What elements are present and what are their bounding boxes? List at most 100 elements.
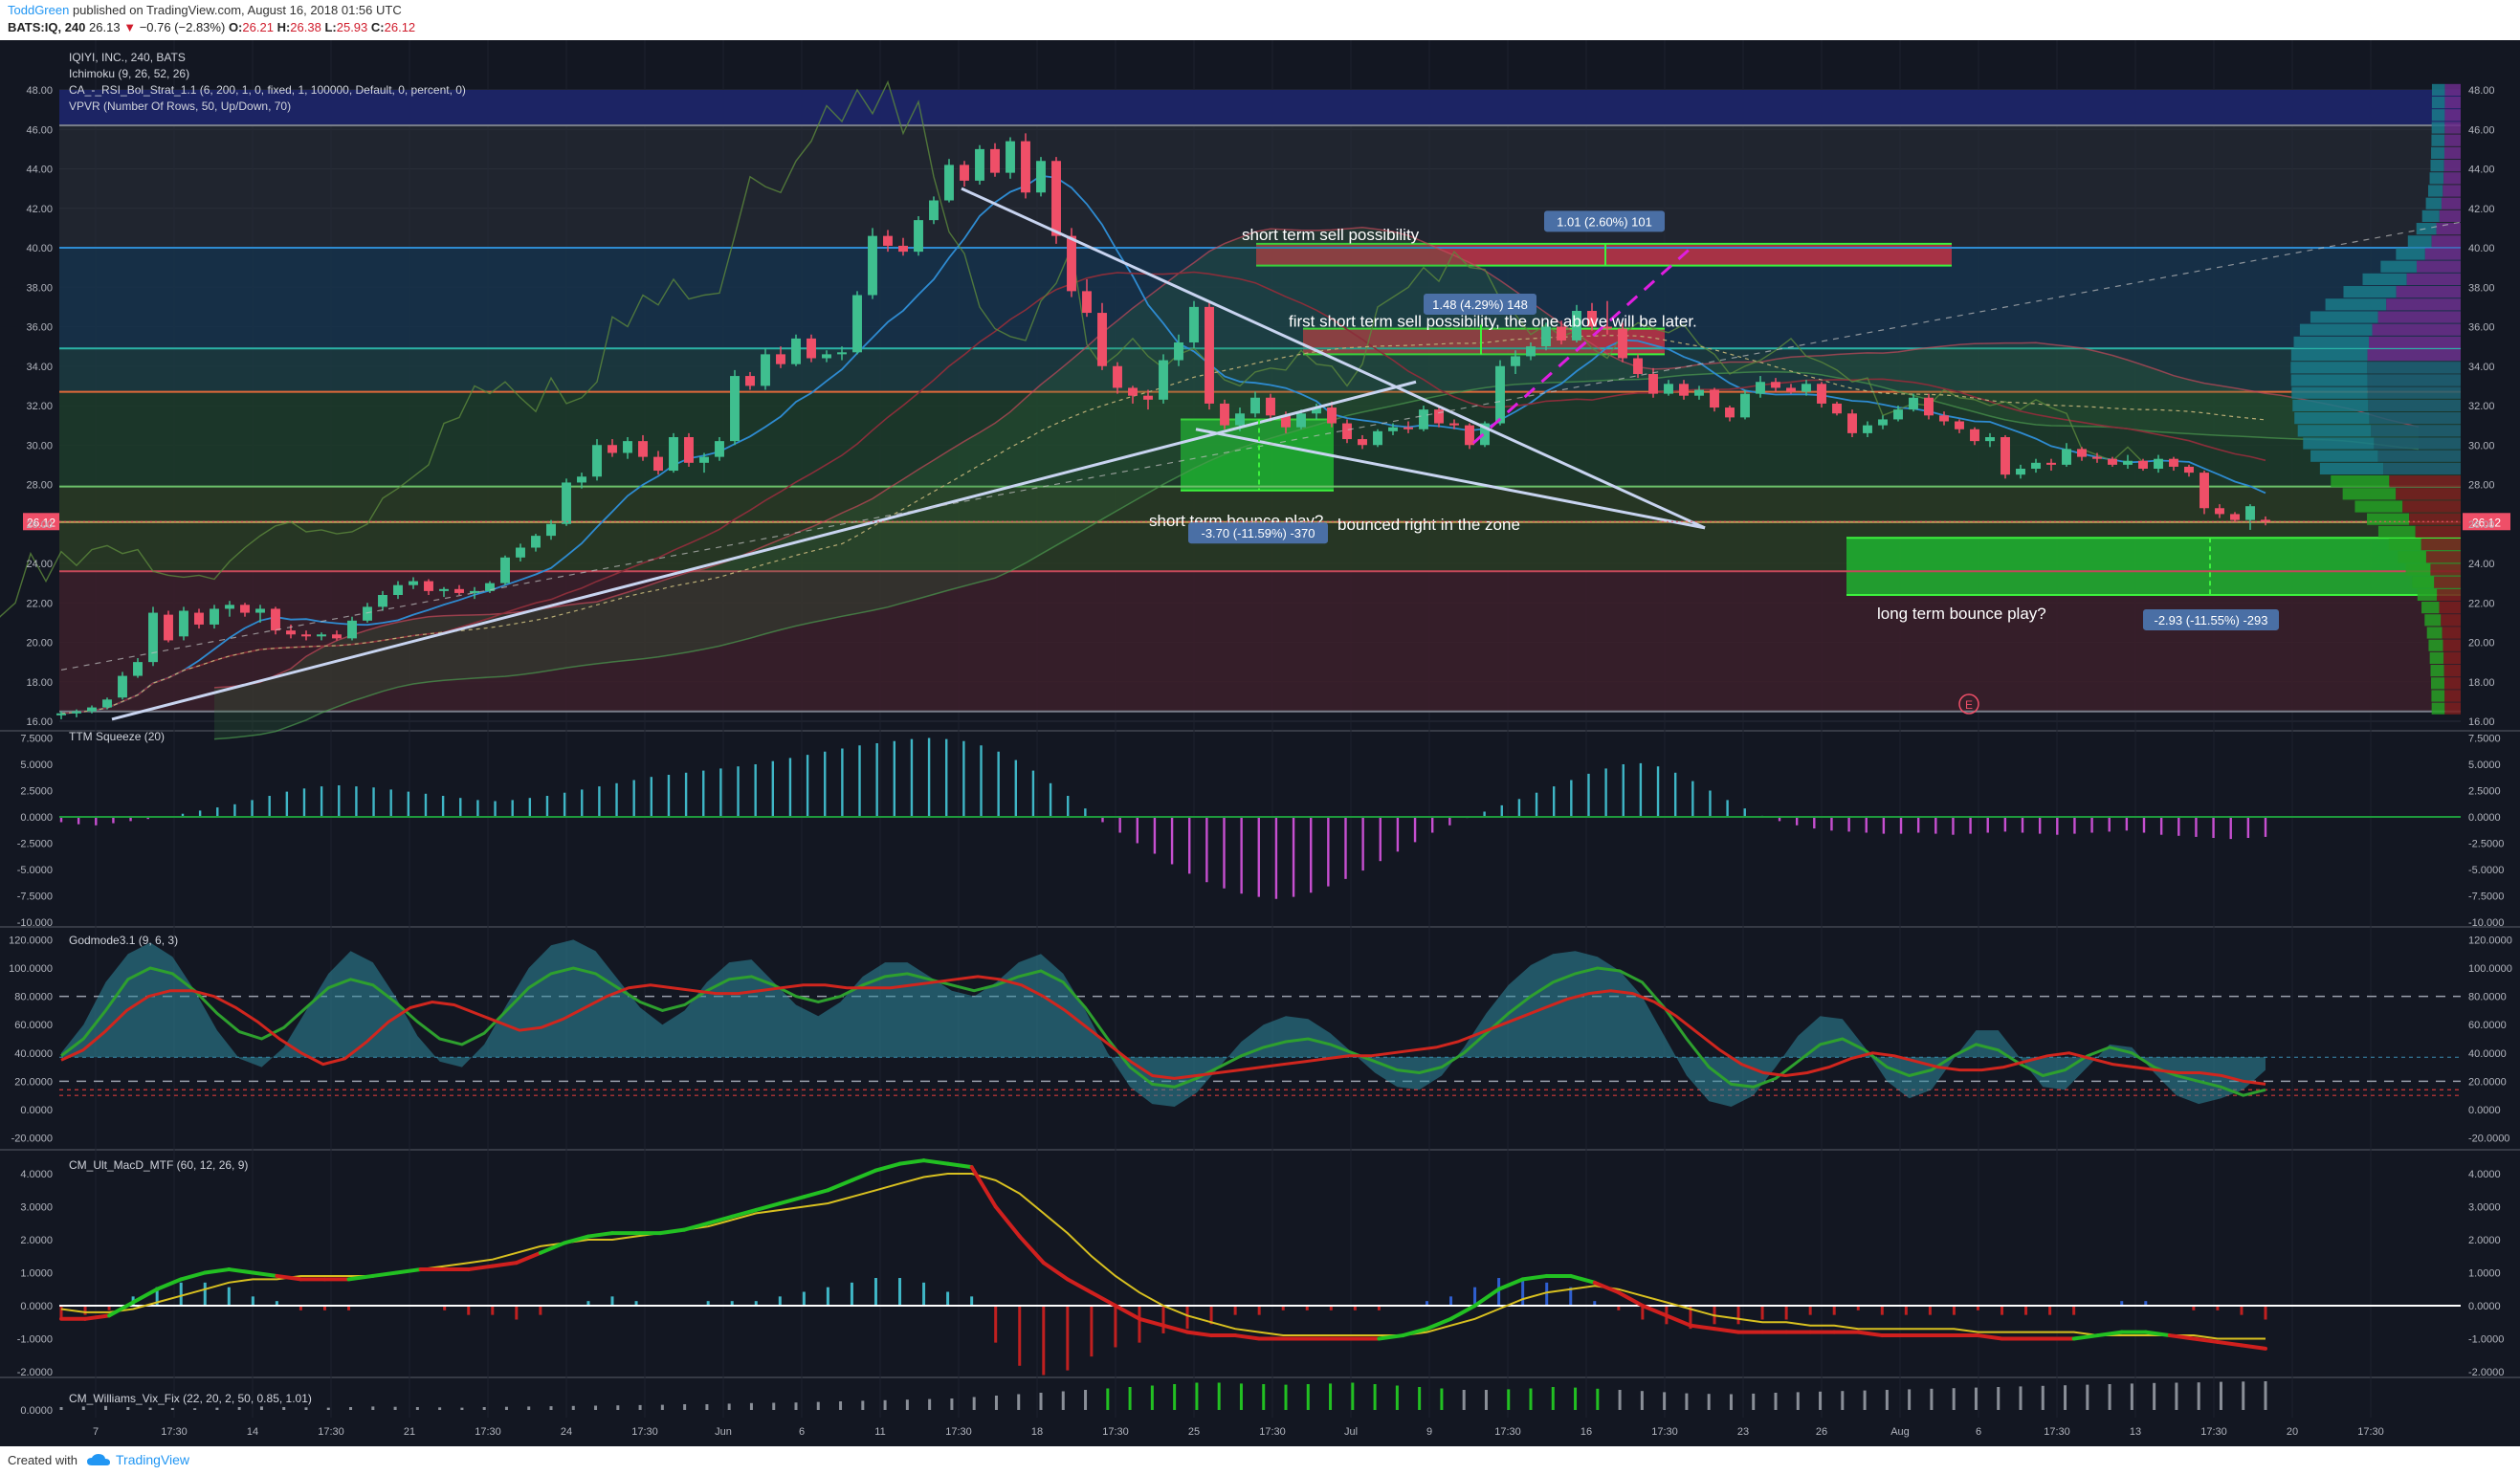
candle-body [2108, 458, 2117, 465]
candle-body [2046, 462, 2056, 465]
chart-area[interactable]: short term sell possibility first short t… [0, 40, 2520, 1446]
candle-body [868, 235, 877, 296]
time-label: 17:30 [1494, 1426, 1521, 1438]
candle-body [944, 165, 954, 201]
candle-body [852, 295, 862, 353]
macd-tick-left: -1.0000 [17, 1334, 53, 1346]
volume-profile-up-bar [2367, 513, 2410, 525]
volume-profile-up-bar [2325, 298, 2387, 311]
godmode-tick-left: 60.0000 [14, 1020, 53, 1031]
godmode-tick-left: -20.0000 [11, 1134, 53, 1145]
volume-profile-up-bar [2331, 475, 2390, 488]
symbol-line: BATS:IQ, 240 26.13 ▼ −0.76 (−2.83%) O:26… [8, 20, 415, 34]
low-label: L: [324, 20, 337, 34]
candle-body [332, 634, 342, 639]
macd-line-segment [1401, 1327, 1429, 1338]
candle-body [2154, 458, 2163, 469]
godmode-tick-left: 0.0000 [20, 1105, 53, 1116]
chart-footer: Created with TradingView [0, 1446, 2520, 1475]
macd-tick-right: 2.0000 [2468, 1235, 2501, 1246]
macd-line-segment [1041, 1261, 1070, 1282]
measure-label-4: -2.93 (-11.55%) -293 [2155, 613, 2268, 627]
time-label: 18 [1031, 1426, 1043, 1438]
time-label: 17:30 [631, 1426, 658, 1438]
volume-profile-down-bar [2443, 185, 2461, 197]
candle-body [1832, 403, 1842, 414]
candle-body [1373, 430, 1382, 446]
time-label: 7 [93, 1426, 99, 1438]
tradingview-logo-link[interactable]: TradingView [86, 1452, 189, 1467]
ttm-tick-right: -10.000 [2468, 917, 2504, 929]
cloud-icon [87, 1454, 110, 1465]
macd-line-segment [203, 1267, 232, 1275]
candle-body [1694, 389, 1704, 396]
volume-profile-down-bar [2443, 639, 2461, 651]
price-tick-left: 34.00 [26, 362, 53, 373]
price-tick-right: 44.00 [2468, 165, 2495, 176]
volume-profile-down-bar [2416, 260, 2461, 273]
low-value: 25.93 [336, 20, 368, 34]
volume-profile-down-bar [2436, 223, 2461, 235]
volume-profile-down-bar [2437, 588, 2461, 602]
candle-body [960, 165, 969, 181]
volume-profile-up-bar [2362, 273, 2407, 286]
candle-body [1985, 437, 1995, 442]
candle-body [592, 445, 602, 477]
candle-body [2092, 456, 2102, 459]
chart-header: ToddGreen published on TradingView.com, … [0, 0, 2520, 40]
macd-tick-right: 0.0000 [2468, 1301, 2501, 1312]
author-link[interactable]: ToddGreen [8, 3, 70, 17]
macd-line-segment [490, 1261, 519, 1268]
macd-line-segment [466, 1264, 495, 1272]
candle-body [2077, 449, 2087, 457]
volume-profile-down-bar [2369, 336, 2461, 349]
price-tick-right: 16.00 [2468, 716, 2495, 728]
candle-body [653, 456, 663, 472]
candle-body [1909, 397, 1918, 410]
volume-profile-up-bar [2290, 374, 2368, 386]
volume-profile-down-bar [2372, 323, 2461, 336]
macd-line-segment [83, 1313, 112, 1321]
ttm-tick-right: -2.5000 [2468, 839, 2504, 850]
volume-profile-down-bar [2444, 109, 2461, 121]
macd-tick-right: -2.0000 [2468, 1367, 2504, 1378]
candle-body [1710, 389, 1719, 408]
candle-body [1266, 397, 1275, 416]
macd-line-segment [1568, 1273, 1597, 1285]
godmode-tick-left: 80.0000 [14, 992, 53, 1003]
candle-body [2245, 506, 2255, 520]
candle-body [1771, 382, 1780, 388]
time-label: 17:30 [161, 1426, 188, 1438]
sell-possibility-label: short term sell possibility [1242, 226, 1420, 244]
candle-body [1633, 358, 1643, 374]
volume-profile-up-bar [2293, 336, 2370, 349]
volume-profile-up-bar [2380, 260, 2417, 273]
godmode-tick-left: 20.0000 [14, 1076, 53, 1088]
candle-body [990, 148, 1000, 173]
volume-profile-up-bar [2343, 286, 2397, 298]
godmode-fast-line [60, 966, 2266, 1097]
candle-body [2261, 519, 2270, 522]
price-tick-right: 42.00 [2468, 204, 2495, 215]
candle-body [562, 482, 571, 524]
candle-body [761, 354, 770, 386]
chart-canvas[interactable]: short term sell possibility first short t… [0, 40, 2520, 1446]
macd-line-segment [1448, 1304, 1477, 1321]
macd-line-segment [1472, 1287, 1501, 1308]
volume-profile-down-bar [2367, 362, 2461, 374]
volume-profile-down-bar [2434, 576, 2461, 588]
last-price-tag-left-bg [23, 513, 59, 531]
time-label: Aug [1890, 1426, 1910, 1438]
first-sell-label: first short term sell possibility, the o… [1289, 313, 1697, 331]
volume-profile-down-bar [2442, 627, 2461, 639]
ttm-tick-left: -10.000 [17, 917, 53, 929]
candle-body [2184, 466, 2194, 473]
candle-body [1541, 326, 1551, 347]
volume-profile-up-bar [2431, 146, 2444, 160]
ttm-tick-left: 2.5000 [20, 786, 53, 798]
price-tick-left: 26.00 [26, 519, 53, 531]
macd-line-segment [1640, 1304, 1669, 1318]
candle-body [1312, 407, 1321, 414]
macd-line-segment [1616, 1290, 1645, 1308]
candle-body [837, 352, 847, 355]
